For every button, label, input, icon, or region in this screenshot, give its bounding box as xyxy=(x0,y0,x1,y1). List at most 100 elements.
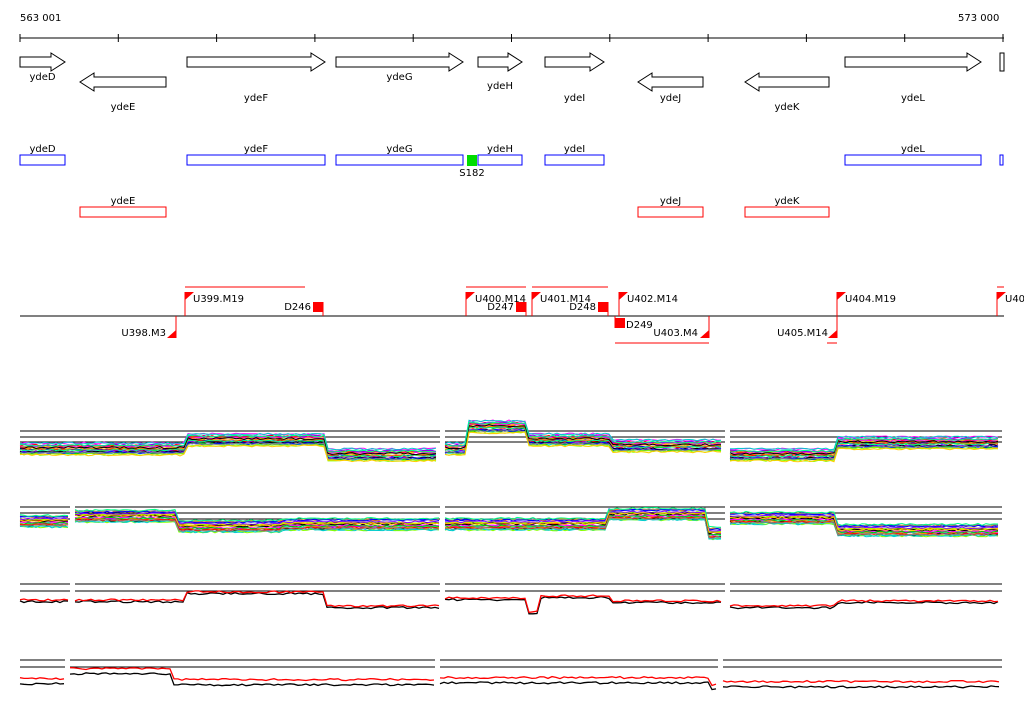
feature-label: U400.M14 xyxy=(475,294,526,305)
track1-series xyxy=(444,431,722,456)
track2-series xyxy=(729,514,999,530)
track1-series xyxy=(19,439,437,458)
track1-series xyxy=(445,429,722,455)
track3-series xyxy=(19,598,69,602)
track4-series xyxy=(19,682,65,686)
track1-series xyxy=(444,421,722,447)
track4-series xyxy=(69,667,435,682)
track2-series xyxy=(444,512,722,534)
gene-label: ydeF xyxy=(244,93,268,104)
track2-series xyxy=(74,518,440,532)
site-marker xyxy=(467,155,477,166)
track3-series xyxy=(19,600,69,604)
gene-arrow-ydeI xyxy=(544,52,605,72)
gene-box-ydeH xyxy=(477,154,523,166)
track2-series xyxy=(444,508,722,531)
track2-series xyxy=(74,508,440,522)
gene-box-ydeK xyxy=(744,206,830,218)
deletion-label: D247 xyxy=(487,302,514,313)
gene-box-label: ydeJ xyxy=(660,196,681,207)
track2-series xyxy=(445,510,722,532)
track1-series xyxy=(19,432,437,451)
gene-arrow-ydeF xyxy=(186,52,326,72)
gene-arrow-ydeG xyxy=(335,52,464,72)
track2-series xyxy=(74,514,440,528)
gene-label: ydeD xyxy=(29,72,55,83)
track1-series xyxy=(729,440,999,456)
deletion-marker xyxy=(598,302,608,312)
track1-series xyxy=(19,437,437,456)
deletion-marker xyxy=(313,302,323,312)
feature-label: U404.M19 xyxy=(845,294,896,305)
gene-box-partial xyxy=(999,154,1004,166)
track2-series xyxy=(19,523,69,527)
ruler-start-label: 563 001 xyxy=(20,13,62,24)
feature-flag xyxy=(700,330,709,338)
feature-label: U399.M19 xyxy=(193,294,244,305)
gene-label: ydeJ xyxy=(660,93,681,104)
track2-series xyxy=(729,520,999,536)
track1-series xyxy=(19,440,437,459)
track1-series xyxy=(19,442,437,461)
gene-box-ydeF xyxy=(186,154,326,166)
track3-series xyxy=(729,599,999,608)
deletion-label: D248 xyxy=(569,302,596,313)
track2-series xyxy=(444,517,722,540)
gene-arrow-ydeE xyxy=(79,72,167,92)
gene-label: ydeL xyxy=(901,93,925,104)
feature-flag xyxy=(466,292,475,300)
track3-series xyxy=(444,595,722,615)
track3-series xyxy=(444,594,722,614)
track2-series xyxy=(729,510,999,526)
gene-arrow-ydeK xyxy=(744,72,830,92)
feature-label: U402.M14 xyxy=(627,294,678,305)
feature-label: U405.M14 xyxy=(777,328,828,339)
track1-series xyxy=(729,439,999,455)
feature-label: U40 xyxy=(1005,294,1024,305)
gene-box-ydeD xyxy=(19,154,66,166)
track2-series xyxy=(729,516,999,532)
track4-series xyxy=(69,672,435,687)
gene-box-ydeI xyxy=(544,154,605,166)
gene-label: ydeI xyxy=(564,93,585,104)
track1-series xyxy=(729,435,999,451)
track2-series xyxy=(730,512,999,528)
gene-arrow-ydeL xyxy=(844,52,982,72)
gene-box-ydeJ xyxy=(637,206,704,218)
track4-series xyxy=(722,679,1000,684)
feature-flag xyxy=(185,292,194,300)
track2-series xyxy=(19,519,69,523)
feature-flag xyxy=(167,330,176,338)
deletion-label: D249 xyxy=(626,320,653,331)
track2-series xyxy=(444,516,722,539)
track1-series xyxy=(444,424,722,451)
gene-label: ydeE xyxy=(111,102,136,113)
site-label: S182 xyxy=(459,168,484,179)
feature-label: U398.M3 xyxy=(121,328,166,339)
gene-label: ydeH xyxy=(487,81,513,92)
gene-box-ydeE xyxy=(79,206,167,218)
track2-series xyxy=(729,520,999,536)
gene-arrow-ydeH xyxy=(477,52,523,72)
gene-box-label: ydeK xyxy=(775,196,800,207)
feature-flag xyxy=(837,292,846,300)
feature-label: U401.M14 xyxy=(540,294,591,305)
track1-series xyxy=(729,437,999,453)
gene-box-label: ydeL xyxy=(901,144,925,155)
gene-label: ydeK xyxy=(775,102,800,113)
track1-series xyxy=(729,445,999,461)
track1-series xyxy=(19,444,437,463)
track2-series xyxy=(444,514,722,537)
track2-series xyxy=(74,520,440,533)
gene-label: ydeG xyxy=(386,72,412,83)
track3-series xyxy=(729,600,999,610)
gene-box-label: ydeH xyxy=(487,144,513,155)
track2-series xyxy=(729,521,999,537)
track2-series xyxy=(19,514,69,517)
deletion-marker xyxy=(516,302,526,312)
gene-arrow-partial xyxy=(999,52,1005,72)
track4-series xyxy=(722,685,1000,689)
track4-series xyxy=(439,681,717,691)
